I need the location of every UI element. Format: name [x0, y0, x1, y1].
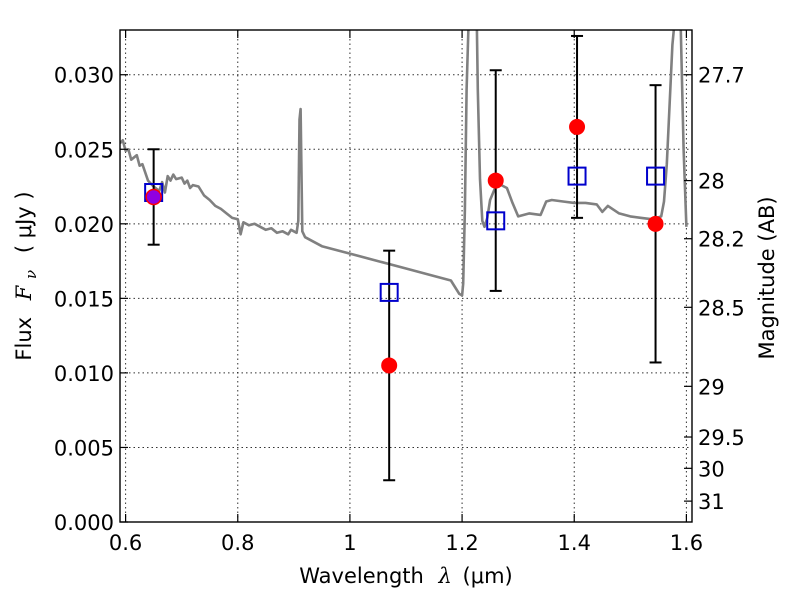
model-photometry-square-3: [567, 166, 587, 186]
x-axis-label-unit: (μm): [463, 564, 513, 588]
model-photometry-square-1: [379, 282, 399, 302]
magnitude-axis: 27.7 28 28.2 28.5 29 29.5 30 31: [684, 64, 745, 514]
model-photometry: [144, 166, 666, 302]
x-axis-label: Wavelength λ (μm): [299, 564, 512, 588]
magnitude-axis-label: Magnitude (AB): [755, 196, 779, 359]
mag-tick-label-7: 31: [698, 490, 725, 514]
model-photometry-square-2: [486, 211, 506, 231]
y-tick-label-1: 0.005: [54, 436, 114, 460]
mag-tick-label-0: 27.7: [698, 64, 745, 88]
error-bars: [147, 34, 662, 482]
x-axis-label-lambda: λ: [438, 564, 452, 588]
y-axis-label: Flux F ν ( μJy ): [12, 191, 41, 360]
y-axis-label-unit: ( μJy ): [12, 191, 36, 253]
y-tick-label-4: 0.020: [54, 213, 114, 237]
observed-points: [145, 118, 664, 374]
y-tick-label-0: 0.000: [54, 511, 114, 535]
mag-tick-label-4: 29: [698, 375, 725, 399]
x-tick-label-2: 1: [343, 531, 356, 555]
observed-point-4: [647, 215, 664, 232]
model-spectrum-line-1: [475, 30, 688, 229]
mag-tick-label-5: 29.5: [698, 426, 745, 450]
mag-tick-label-3: 28.5: [698, 296, 745, 320]
model-photometry-square-4: [646, 166, 666, 186]
y-tick-label-2: 0.010: [54, 362, 114, 386]
x-tick-label-1: 0.8: [221, 531, 254, 555]
x-tick-label-3: 1.2: [445, 531, 478, 555]
model-spectrum-line-0: [120, 30, 470, 297]
mag-tick-label-6: 30: [698, 457, 725, 481]
x-tick-label-0: 0.6: [109, 531, 142, 555]
y-axis-label-text: Flux: [12, 317, 36, 361]
mag-tick-label-1: 28: [698, 170, 725, 194]
mag-tick-label-2: 28.2: [698, 228, 745, 252]
x-axis-label-text: Wavelength: [299, 564, 424, 588]
y-axis-label-symbol: F: [12, 284, 36, 301]
x-tick-label-5: 1.6: [670, 531, 703, 555]
y-axis-label-subscript: ν: [22, 270, 40, 279]
y-tick-label-6: 0.030: [54, 64, 114, 88]
model-spectrum: [120, 30, 688, 297]
y-tick-label-3: 0.015: [54, 287, 114, 311]
x-tick-label-4: 1.4: [558, 531, 591, 555]
observed-point-2: [487, 172, 504, 189]
grid: [120, 30, 692, 522]
observed-point-0: [145, 188, 162, 206]
observed-point-1: [381, 357, 398, 374]
observed-point-3: [569, 118, 586, 135]
y-tick-label-5: 0.025: [54, 138, 114, 162]
x-axis: 0.6 0.8 1 1.2 1.4 1.6: [109, 30, 703, 555]
plot-frame: [119, 29, 693, 523]
y-axis: 0.000 0.005 0.010 0.015 0.020 0.025 0.030: [54, 64, 128, 535]
